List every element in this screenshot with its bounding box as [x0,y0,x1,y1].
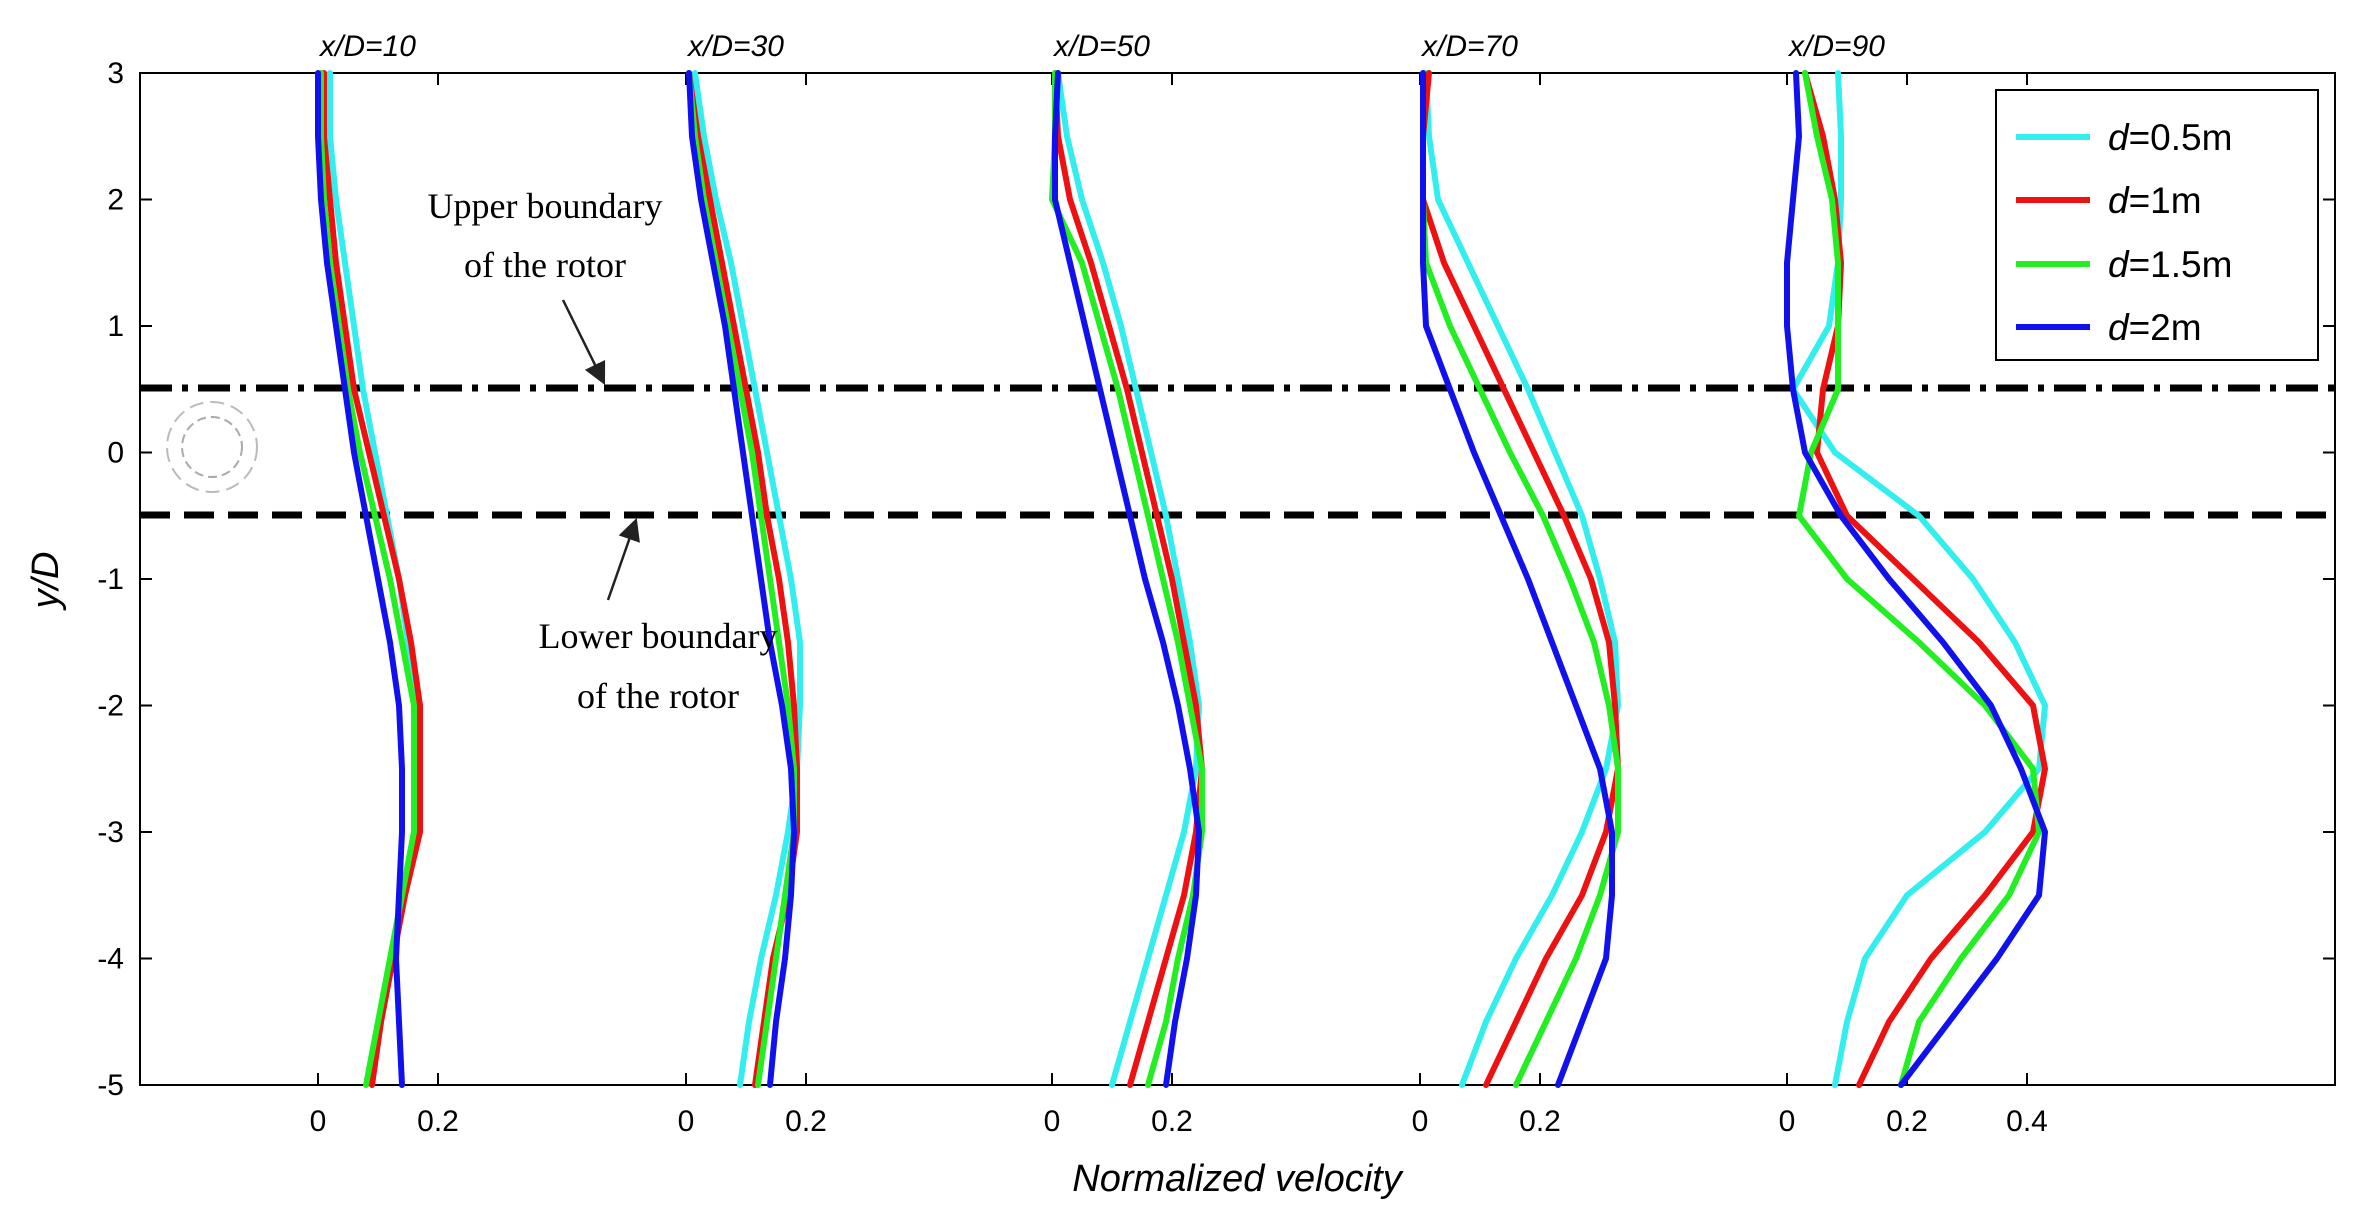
series-line-d-2m-station-2 [686,70,797,1088]
station-label: x/D=10 [318,30,416,63]
annotation-upper-boundary: Upper boundary of the rotor [428,186,663,386]
x-tick-label: 0 [1779,1105,1796,1138]
x-axes: 0 0.2 0 0.2 0 0.2 0 0.2 0 0.2 0.4 [310,73,2048,1138]
x-tick-label: 0 [678,1105,695,1138]
rotor-icon [166,401,258,493]
series-line-d-1m-station-4 [1420,70,1621,1088]
legend: d=0.5m d=1m d=1.5m d=2m [1995,89,2319,361]
y-axis-title: y/D [25,552,67,612]
annotation-lower-line-2: of the rotor [577,676,739,716]
series-line-d-1-5m-station-3 [1049,70,1205,1088]
series-line-d-2m-station-3 [1052,70,1202,1088]
x-tick-label: 0 [310,1105,327,1138]
legend-label-2: d=1.5m [2108,244,2232,285]
annotation-upper-line-2: of the rotor [464,245,626,285]
annotation-lower-boundary: Lower boundary of the rotor [539,517,778,716]
annotation-lower-line-1: Lower boundary [539,616,778,656]
series-line-d-1-5m-station-5 [1796,70,2042,1088]
legend-label-0: d=0.5m [2108,117,2232,158]
x-tick-label: 0.2 [1151,1105,1193,1138]
legend-label-3: d=2m [2108,307,2202,348]
station-label: x/D=50 [1052,30,1150,63]
station-label: x/D=70 [1420,30,1518,63]
y-tick-label: -5 [97,1069,124,1102]
x-tick-label: 0 [1412,1105,1429,1138]
annotation-upper-line-1: Upper boundary [428,186,663,226]
station-labels: x/D=10 x/D=30 x/D=50 x/D=70 x/D=90 [318,30,1885,63]
y-tick-label: -3 [97,816,124,849]
x-tick-label: 0.2 [417,1105,459,1138]
y-tick-label: -2 [97,690,124,723]
series-lines [315,70,2048,1088]
x-tick-label: 0.2 [785,1105,827,1138]
x-tick-label: 0.2 [1519,1105,1561,1138]
x-tick-label: 0.2 [1886,1105,1928,1138]
station-label: x/D=90 [1787,30,1885,63]
legend-label-1: d=1m [2108,180,2202,221]
station-label: x/D=30 [686,30,784,63]
series-line-d-2m-station-1 [315,70,405,1088]
y-axis: 3 2 1 0 -1 -2 -3 -4 -5 [97,57,2335,1102]
y-tick-label: 0 [107,437,124,470]
x-tick-label: 0 [1044,1105,1061,1138]
annotation-upper-arrow [561,299,606,386]
x-axis-title: Normalized velocity [1072,1158,1403,1200]
series-line-d-2m-station-4 [1420,70,1615,1088]
series-line-d-0-5m-station-2 [692,70,803,1088]
y-tick-label: 3 [107,57,124,90]
y-tick-label: -4 [97,943,124,976]
series-line-d-0-5m-station-4 [1423,70,1621,1088]
series-line-d-1m-station-3 [1052,70,1205,1088]
x-tick-label: 0.4 [2006,1105,2048,1138]
y-tick-label: 2 [107,184,124,217]
series-line-d-0-5m-station-3 [1055,70,1202,1088]
y-tick-label: -1 [97,563,124,596]
annotation-lower-arrow [606,517,640,601]
series-line-d-2m-station-5 [1784,70,2048,1088]
y-tick-label: 1 [107,310,124,343]
